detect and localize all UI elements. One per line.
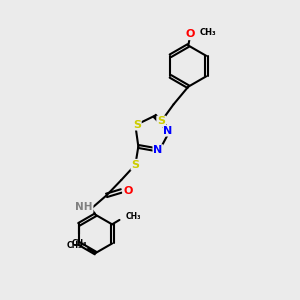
Text: N: N — [153, 145, 163, 155]
Text: CH₃: CH₃ — [67, 241, 82, 250]
Text: CH₃: CH₃ — [125, 212, 141, 221]
Text: N: N — [164, 126, 173, 136]
Text: NH: NH — [75, 202, 93, 212]
Text: S: S — [131, 160, 140, 170]
Text: S: S — [133, 120, 141, 130]
Text: S: S — [157, 116, 165, 126]
Text: CH₃: CH₃ — [199, 28, 216, 37]
Text: O: O — [123, 186, 132, 196]
Text: CH₃: CH₃ — [71, 239, 87, 248]
Text: O: O — [185, 29, 194, 39]
